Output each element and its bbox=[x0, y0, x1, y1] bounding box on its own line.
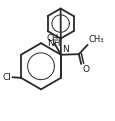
Text: NH: NH bbox=[46, 39, 60, 48]
Text: N: N bbox=[62, 45, 69, 54]
Text: CH₃: CH₃ bbox=[46, 34, 62, 43]
Text: O: O bbox=[82, 64, 89, 74]
Text: Cl: Cl bbox=[2, 73, 11, 82]
Text: CH₃: CH₃ bbox=[88, 35, 103, 44]
